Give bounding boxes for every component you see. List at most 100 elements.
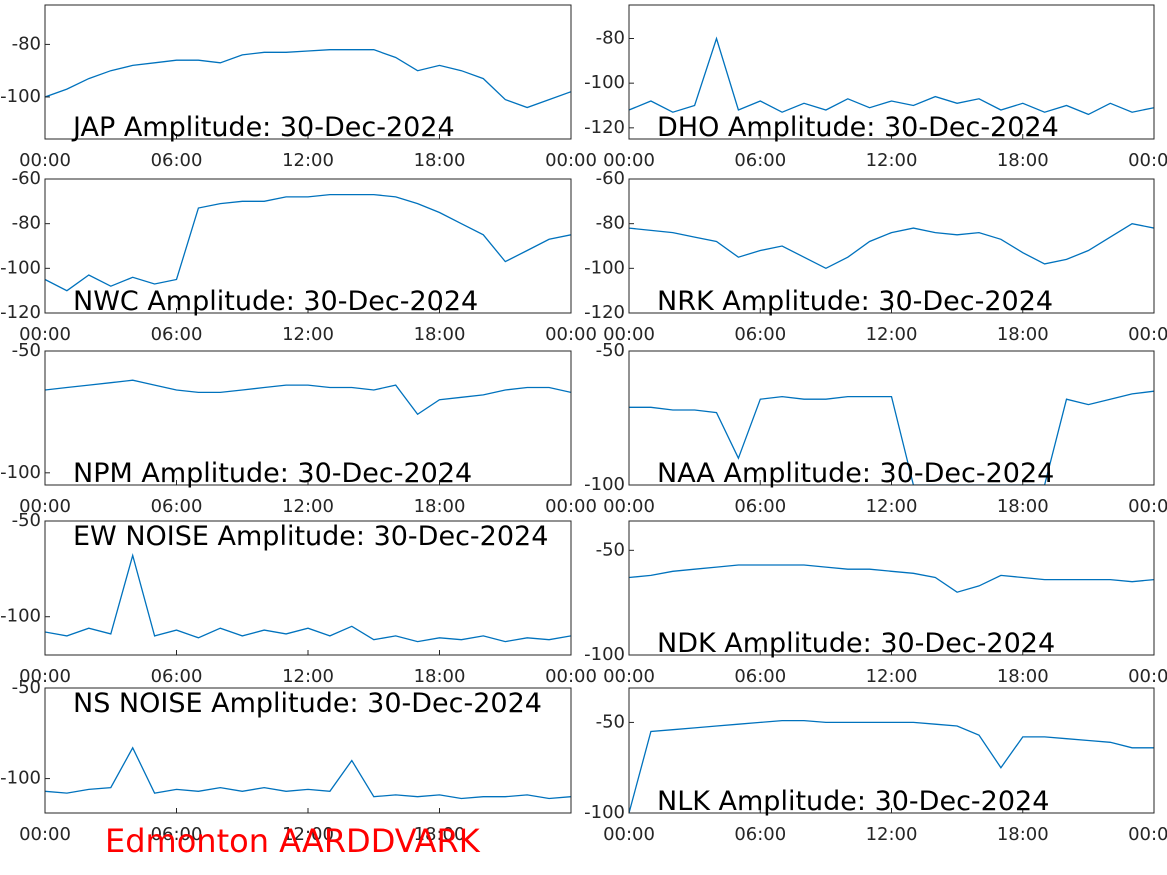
x-tick-label: 18:00	[414, 150, 466, 171]
x-tick-label: 00:00	[1128, 824, 1167, 845]
panel-title: JAP Amplitude: 30-Dec-2024	[71, 112, 455, 143]
plot	[45, 193, 571, 292]
y-tick-label: -60	[12, 168, 41, 189]
plot	[45, 553, 571, 643]
y-tick-label: -80	[12, 33, 41, 54]
panel-title: NRK Amplitude: 30-Dec-2024	[657, 286, 1053, 317]
plot-area	[629, 521, 1154, 655]
y-tick-label: -100	[0, 462, 41, 483]
plot-area	[629, 5, 1154, 139]
x-tick-label: 00:00	[545, 324, 597, 345]
x-tick-label: 00:00	[1128, 150, 1167, 171]
x-tick-label: 12:00	[866, 150, 918, 171]
plot-area	[45, 688, 571, 813]
plot	[629, 390, 1154, 485]
plot-area	[629, 351, 1154, 485]
caption: Edmonton AARDDVARK	[105, 822, 481, 860]
x-tick-label: 18:00	[997, 150, 1049, 171]
panel-title: NS NOISE Amplitude: 30-Dec-2024	[73, 688, 542, 719]
panel-title: NDK Amplitude: 30-Dec-2024	[657, 628, 1055, 659]
x-tick-label: 12:00	[282, 824, 334, 845]
data-line	[45, 193, 571, 292]
x-tick-label: 12:00	[866, 666, 918, 687]
x-tick-label: 06:00	[734, 496, 786, 517]
plot-area	[629, 179, 1154, 313]
x-tick-label: 12:00	[282, 496, 334, 517]
x-tick-label: 00:00	[545, 496, 597, 517]
data-line	[45, 379, 571, 416]
y-tick-label: -100	[584, 802, 625, 823]
x-tick-label: 18:00	[997, 496, 1049, 517]
x-tick-label: 06:00	[151, 496, 203, 517]
y-tick-label: -120	[584, 117, 625, 138]
x-tick-label: 00:00	[1128, 496, 1167, 517]
x-tick-label: 00:00	[603, 496, 655, 517]
data-line	[629, 719, 1154, 813]
y-tick-label: -50	[596, 340, 625, 361]
plot-area	[45, 179, 571, 313]
y-tick-label: -50	[12, 677, 41, 698]
plot	[629, 719, 1154, 813]
x-tick-label: 06:00	[734, 150, 786, 171]
plot	[629, 36, 1154, 116]
y-tick-label: -120	[0, 302, 41, 323]
x-tick-label: 18:00	[997, 666, 1049, 687]
x-tick-label: 00:00	[603, 324, 655, 345]
x-tick-label: 12:00	[282, 150, 334, 171]
x-tick-label: 18:00	[414, 324, 466, 345]
x-tick-label: 12:00	[866, 496, 918, 517]
plot-area	[45, 521, 571, 655]
y-tick-label: -50	[596, 539, 625, 560]
x-tick-label: 18:00	[997, 324, 1049, 345]
y-tick-label: -50	[12, 510, 41, 531]
y-tick-label: -100	[584, 644, 625, 665]
panel-title: DHO Amplitude: 30-Dec-2024	[657, 112, 1059, 143]
data-line	[629, 390, 1154, 485]
panel-title: NAA Amplitude: 30-Dec-2024	[657, 458, 1054, 489]
y-tick-label: -100	[0, 606, 41, 627]
y-tick-label: -100	[0, 768, 41, 789]
x-tick-label: 06:00	[151, 824, 203, 845]
x-tick-label: 00:00	[603, 150, 655, 171]
y-tick-label: -100	[0, 257, 41, 278]
data-line	[45, 49, 571, 109]
data-line	[629, 564, 1154, 593]
x-tick-label: 12:00	[282, 324, 334, 345]
y-tick-label: -50	[596, 711, 625, 732]
x-tick-label: 00:00	[545, 150, 597, 171]
x-tick-label: 00:00	[545, 666, 597, 687]
plot-area	[45, 351, 571, 485]
plot-area	[629, 688, 1154, 813]
y-tick-label: -80	[596, 213, 625, 234]
y-tick-label: -100	[0, 86, 41, 107]
data-line	[629, 223, 1154, 270]
x-tick-label: 00:00	[603, 824, 655, 845]
data-line	[45, 746, 571, 800]
x-tick-label: 06:00	[734, 666, 786, 687]
y-tick-label: -100	[584, 474, 625, 495]
y-tick-label: -100	[584, 72, 625, 93]
x-tick-label: 00:00	[603, 666, 655, 687]
x-tick-label: 00:00	[19, 496, 71, 517]
x-tick-label: 12:00	[866, 824, 918, 845]
y-tick-label: -80	[596, 28, 625, 49]
x-tick-label: 06:00	[734, 324, 786, 345]
plot	[629, 564, 1154, 593]
y-tick-label: -120	[584, 302, 625, 323]
x-tick-label: 00:00	[1128, 666, 1167, 687]
panel-title: NWC Amplitude: 30-Dec-2024	[73, 286, 478, 317]
x-tick-label: 06:00	[151, 666, 203, 687]
x-tick-label: 06:00	[734, 824, 786, 845]
x-tick-label: 06:00	[151, 324, 203, 345]
x-tick-label: 00:00	[19, 666, 71, 687]
x-tick-label: 12:00	[282, 666, 334, 687]
data-line	[629, 36, 1154, 116]
x-tick-label: 00:00	[19, 324, 71, 345]
x-tick-label: 18:00	[414, 824, 466, 845]
x-tick-label: 18:00	[997, 824, 1049, 845]
x-tick-label: 18:00	[414, 496, 466, 517]
x-tick-label: 18:00	[414, 666, 466, 687]
y-tick-label: -100	[584, 257, 625, 278]
panel-title: NLK Amplitude: 30-Dec-2024	[657, 786, 1049, 817]
